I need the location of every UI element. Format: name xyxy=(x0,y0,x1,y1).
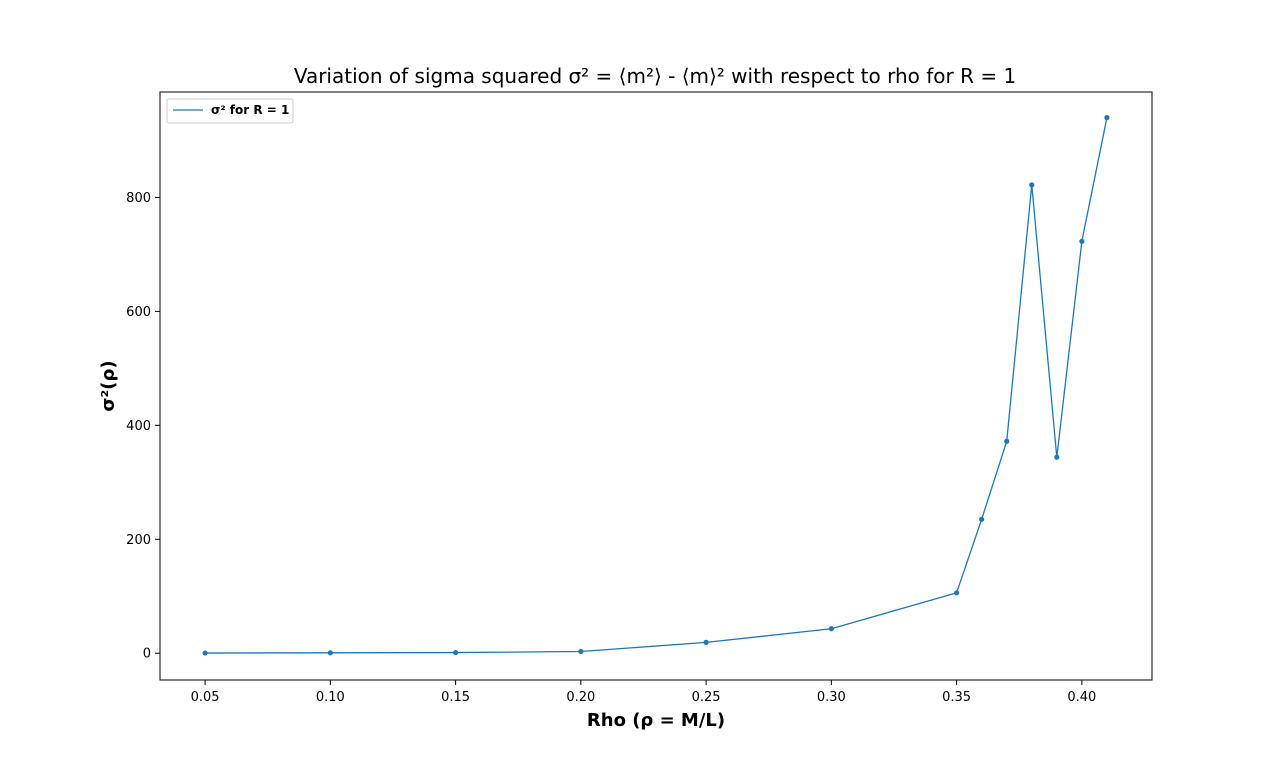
data-point xyxy=(1029,182,1035,188)
data-point xyxy=(1004,438,1010,444)
y-axis: 0 200 400 600 800 xyxy=(126,191,160,662)
series-layer xyxy=(202,115,1110,656)
y-tick-label: 600 xyxy=(126,305,151,320)
data-point xyxy=(453,649,459,656)
data-point xyxy=(1054,454,1060,460)
x-tick-label: 0.15 xyxy=(441,690,470,705)
data-point xyxy=(578,648,584,655)
legend-box xyxy=(166,98,294,124)
y-tick-label: 0 xyxy=(143,647,151,662)
chart-title: Variation of sigma squared σ² = ⟨m²⟩ - ⟨… xyxy=(294,64,1016,88)
x-tick-label: 0.10 xyxy=(316,690,345,705)
x-tick-label: 0.25 xyxy=(692,690,721,705)
data-point xyxy=(954,590,960,596)
data-point xyxy=(703,639,709,646)
x-axis: 0.05 0.10 0.15 0.20 0.25 0.30 0.35 0.40 xyxy=(191,680,1096,705)
y-axis-label: σ²(ρ) xyxy=(98,360,119,411)
data-point xyxy=(327,650,333,656)
x-tick-label: 0.20 xyxy=(566,690,595,705)
y-tick-label: 200 xyxy=(126,533,151,548)
x-tick-label: 0.40 xyxy=(1067,690,1096,705)
data-point xyxy=(1104,115,1110,121)
plot-area xyxy=(159,91,1153,681)
x-tick-label: 0.05 xyxy=(191,690,220,705)
data-point xyxy=(1079,238,1085,244)
data-point xyxy=(202,650,208,656)
y-tick-label: 400 xyxy=(126,419,151,434)
data-point xyxy=(828,626,834,632)
y-tick-label: 800 xyxy=(126,191,151,206)
x-tick-label: 0.30 xyxy=(817,690,846,705)
data-point xyxy=(979,516,985,522)
x-tick-label: 0.35 xyxy=(942,690,971,705)
legend-label: σ² for R = 1 xyxy=(211,103,289,117)
x-axis-label: Rho (ρ = M/L) xyxy=(587,710,725,731)
legend: σ² for R = 1 xyxy=(166,98,294,124)
